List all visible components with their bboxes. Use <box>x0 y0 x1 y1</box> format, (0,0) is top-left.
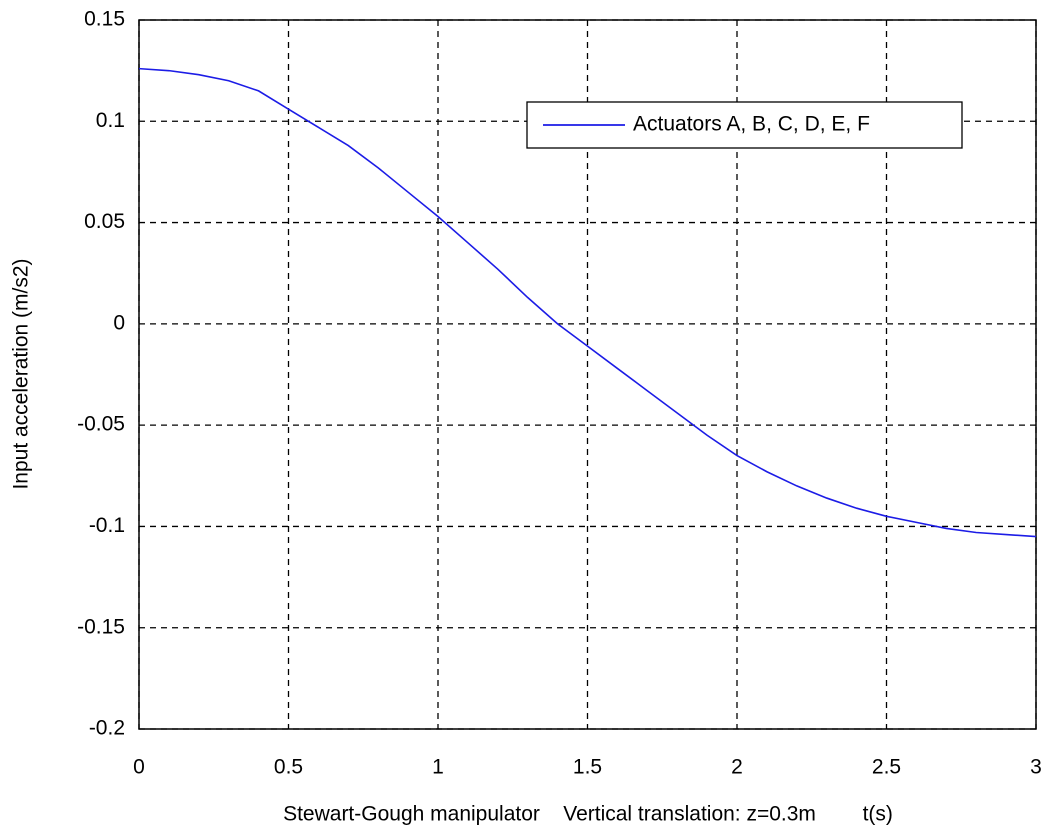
y-tick-label: -0.15 <box>77 615 125 638</box>
y-tick-label: 0 <box>113 311 125 334</box>
y-tick-label: 0.1 <box>96 109 125 132</box>
x-tick-label: 1.5 <box>573 756 602 779</box>
y-tick-label: -0.05 <box>77 413 125 436</box>
y-axis-label: Input acceleration (m/s2) <box>10 258 33 489</box>
legend: Actuators A, B, C, D, E, F <box>526 101 963 149</box>
y-tick-label: 0.05 <box>84 210 125 233</box>
legend-label: Actuators A, B, C, D, E, F <box>633 113 870 136</box>
y-tick-label: 0.15 <box>84 8 125 31</box>
x-tick-label: 3 <box>1030 756 1042 779</box>
y-tick-label: -0.2 <box>89 717 125 740</box>
x-tick-label: 2.5 <box>872 756 901 779</box>
data-line <box>138 67 1037 538</box>
y-tick-label: -0.1 <box>89 514 125 537</box>
x-tick-label: 0.5 <box>274 756 303 779</box>
x-tick-label: 0 <box>133 756 145 779</box>
x-tick-label: 2 <box>731 756 743 779</box>
x-tick-label: 1 <box>432 756 444 779</box>
plot-frame <box>138 19 1037 730</box>
x-axis-label: Stewart-Gough manipulator Vertical trans… <box>283 803 893 826</box>
